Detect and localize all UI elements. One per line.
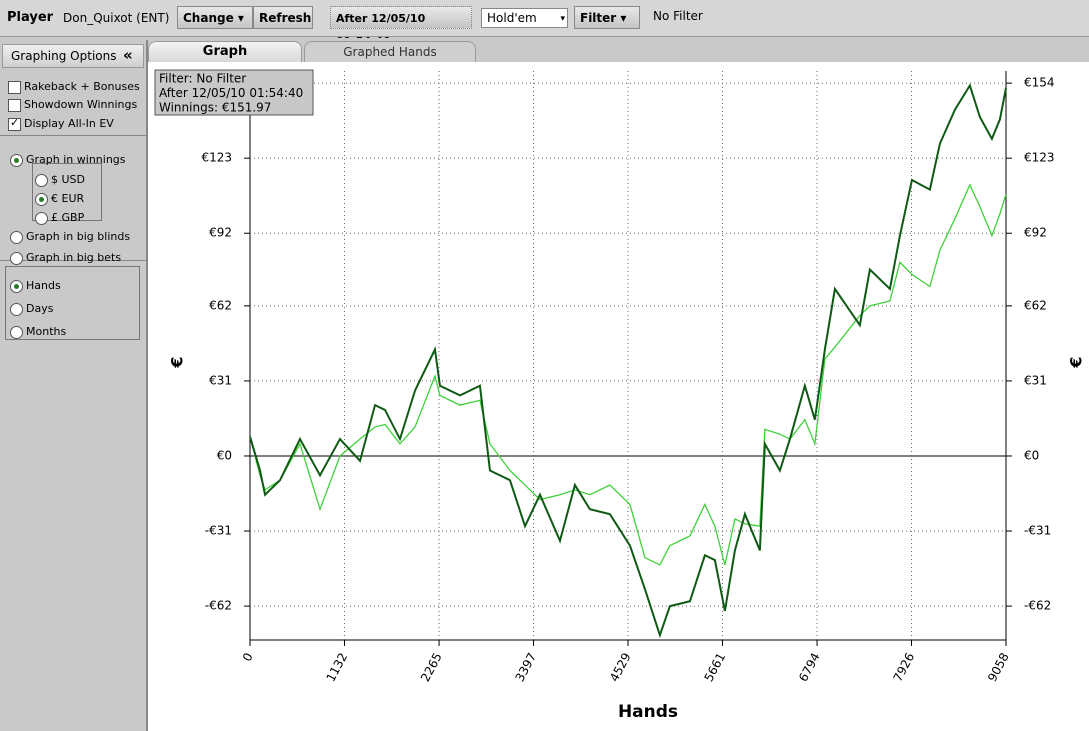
filter-status: No Filter bbox=[653, 9, 703, 23]
x-tick-label: 0 bbox=[240, 650, 256, 663]
radio[interactable] bbox=[35, 211, 48, 225]
radio[interactable] bbox=[35, 173, 48, 187]
option-label: Days bbox=[26, 302, 54, 315]
toolbar: Player Don_Quixot (ENT) Change ▾ Refresh… bbox=[0, 0, 1089, 48]
series-line bbox=[249, 83, 1007, 639]
x-tick-label: 4529 bbox=[607, 650, 634, 684]
y-tick-label: €31 bbox=[209, 373, 232, 387]
player-name: Don_Quixot (ENT) bbox=[63, 11, 170, 25]
x-tick-label: 3397 bbox=[513, 650, 540, 684]
divider bbox=[0, 135, 146, 136]
radio-option[interactable]: Hands bbox=[10, 279, 61, 293]
y2-tick-label: €123 bbox=[1024, 151, 1055, 165]
x-tick-label: 2265 bbox=[418, 650, 445, 684]
y-axis-label: € bbox=[168, 356, 187, 368]
option-label: Graph in winnings bbox=[26, 153, 126, 166]
y-tick-label: €0 bbox=[217, 448, 232, 462]
y-tick-label: -€31 bbox=[205, 524, 232, 538]
sidebar-header: Graphing Options « bbox=[2, 44, 144, 68]
y2-tick-label: €62 bbox=[1024, 298, 1047, 312]
y2-tick-label: -€31 bbox=[1024, 524, 1051, 538]
sidebar: Graphing Options « Rakeback + Bonuses Sho… bbox=[0, 40, 148, 731]
radio-option[interactable]: Days bbox=[10, 302, 53, 316]
radio-option[interactable]: Graph in big blinds bbox=[10, 230, 130, 244]
radio[interactable] bbox=[10, 230, 23, 244]
x-axis-label: Hands bbox=[618, 702, 678, 722]
x-tick-label: 9058 bbox=[985, 650, 1012, 684]
radio[interactable] bbox=[10, 302, 23, 316]
y-tick-label: €92 bbox=[209, 226, 232, 240]
radio[interactable] bbox=[10, 251, 23, 265]
radio-option[interactable]: £ GBP bbox=[35, 211, 84, 225]
x-tick-label: 6794 bbox=[796, 650, 823, 684]
currency-group bbox=[32, 163, 102, 221]
y-tick-label: -€62 bbox=[205, 599, 232, 613]
y-tick-label: €62 bbox=[209, 298, 232, 312]
y2-tick-label: €31 bbox=[1024, 373, 1047, 387]
divider bbox=[0, 260, 146, 261]
chart: -€62 -€62 -€31 -€31 €0 €0 €31 €31 €62 €62 €92 €92 €1… bbox=[148, 62, 1089, 731]
option-label: Months bbox=[26, 325, 67, 338]
annotation-line: After 12/05/10 01:54:40 bbox=[159, 86, 303, 100]
tab-graph[interactable]: Graph bbox=[148, 41, 302, 63]
option-label: $ USD bbox=[51, 173, 85, 186]
period-group bbox=[5, 266, 140, 340]
date-button[interactable]: After 12/05/10 01:54:40 bbox=[330, 6, 472, 48]
option-label: Graph in big bets bbox=[26, 251, 122, 264]
annotation-line: Filter: No Filter bbox=[159, 72, 246, 86]
y2-tick-label: €92 bbox=[1024, 226, 1047, 240]
game-select[interactable]: Hold'em ▾ bbox=[481, 8, 568, 28]
checkbox[interactable] bbox=[8, 98, 21, 112]
y-tick-label: €123 bbox=[201, 151, 232, 165]
game-text: Hold'em bbox=[487, 11, 537, 25]
radio-option[interactable]: Months bbox=[10, 325, 66, 339]
annotation-line: Winnings: €151.97 bbox=[159, 101, 271, 115]
radio-option[interactable]: Graph in big bets bbox=[10, 251, 121, 265]
checkbox-option[interactable]: ✓ Display All-In EV bbox=[8, 115, 114, 131]
filter-text: Filter bbox=[580, 11, 617, 25]
option-label: Display All-In EV bbox=[24, 117, 114, 130]
radio-option[interactable]: € EUR bbox=[35, 192, 84, 206]
radio[interactable] bbox=[10, 279, 23, 293]
checkbox-option[interactable]: Rakeback + Bonuses bbox=[8, 80, 140, 94]
refresh-button[interactable]: Refresh bbox=[253, 6, 313, 29]
y2-tick-label: €0 bbox=[1024, 448, 1039, 462]
option-label: Showdown Winnings bbox=[24, 98, 138, 111]
radio-option[interactable]: $ USD bbox=[35, 173, 85, 187]
filter-button[interactable]: Filter ▾ bbox=[574, 6, 640, 29]
tab-bar: Graph Graphed Hands bbox=[148, 38, 1089, 63]
annotation-box bbox=[154, 69, 314, 116]
radio[interactable] bbox=[10, 325, 23, 339]
y2-axis-label: € bbox=[1067, 356, 1086, 368]
checkbox-option[interactable]: Showdown Winnings bbox=[8, 98, 137, 112]
option-label: € EUR bbox=[51, 192, 85, 205]
radio[interactable] bbox=[10, 153, 23, 167]
collapse-button[interactable]: « bbox=[123, 46, 133, 64]
x-tick-label: 1132 bbox=[324, 650, 351, 684]
radio[interactable] bbox=[35, 192, 48, 206]
option-label: £ GBP bbox=[51, 211, 85, 224]
option-label: Hands bbox=[26, 279, 61, 292]
tab-graphed-hands[interactable]: Graphed Hands bbox=[304, 41, 476, 63]
x-tick-label: 7926 bbox=[891, 650, 918, 684]
change-button[interactable]: Change ▾ bbox=[177, 6, 253, 29]
player-label: Player bbox=[7, 10, 54, 25]
checkbox[interactable]: ✓ bbox=[8, 115, 21, 131]
y2-tick-label: €154 bbox=[1024, 76, 1055, 90]
radio-option[interactable]: Graph in winnings bbox=[10, 153, 126, 167]
series-line bbox=[249, 183, 1007, 566]
option-label: Graph in big blinds bbox=[26, 230, 131, 243]
change-text: Change bbox=[183, 11, 234, 25]
x-tick-label: 5661 bbox=[702, 650, 729, 684]
sidebar-title: Graphing Options bbox=[11, 49, 117, 63]
option-label: Rakeback + Bonuses bbox=[24, 80, 140, 93]
checkbox[interactable] bbox=[8, 80, 21, 94]
y2-tick-label: -€62 bbox=[1024, 599, 1051, 613]
